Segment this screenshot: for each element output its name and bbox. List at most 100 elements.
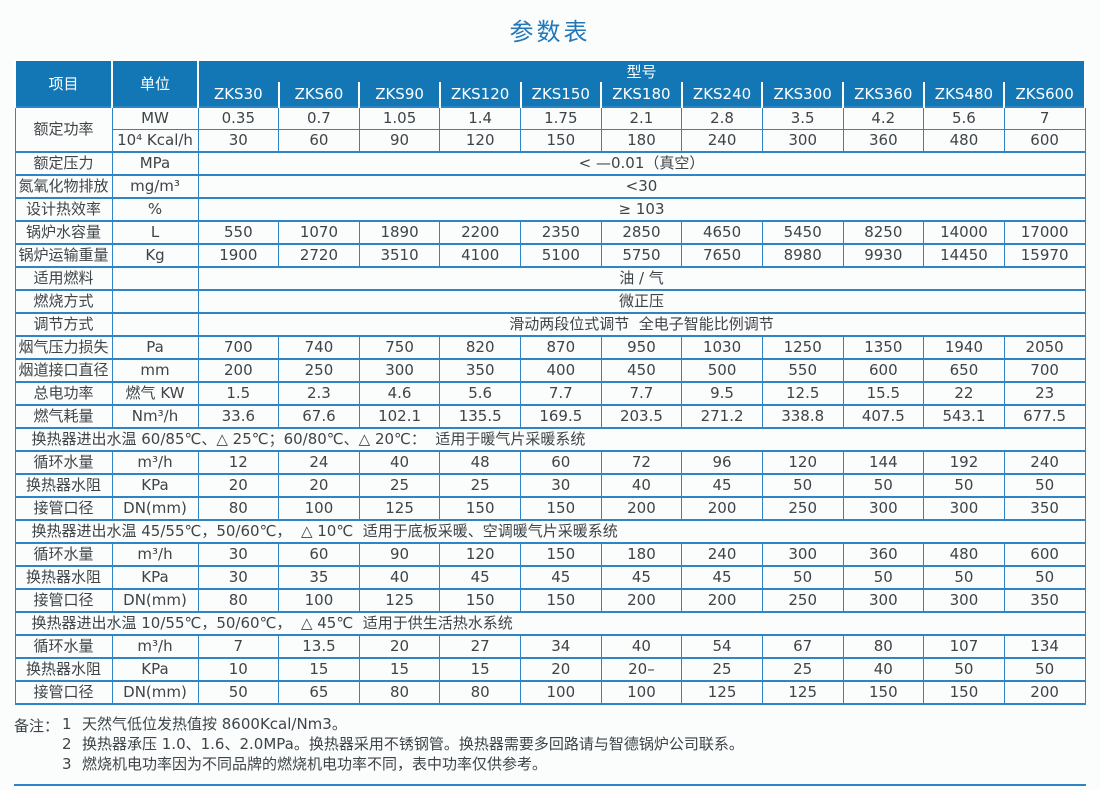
- cell-value: 8980: [761, 243, 844, 268]
- cell-value: 13.5: [278, 634, 360, 659]
- cell-value: 20–: [600, 657, 683, 682]
- cell-value: 350: [1003, 588, 1086, 613]
- row-label: 燃烧方式: [14, 289, 113, 314]
- note-text: 天然气低位发热值按 8600Kcal/Nm3。: [82, 715, 347, 733]
- cell-value: 5750: [600, 243, 683, 268]
- merged-value: < —0.01（真空）: [197, 151, 1086, 176]
- cell-value: 72: [600, 450, 683, 475]
- table-row: 循环水量 m³/h 7 13.5 20 27 34 40 54 67 80 107 134: [14, 634, 1086, 659]
- cell-value: 50: [761, 565, 844, 590]
- cell-value: 2850: [600, 220, 683, 245]
- model-header: ZKS300: [761, 82, 844, 107]
- cell-value: 500: [681, 358, 763, 383]
- note-number: 1: [62, 715, 72, 733]
- cell-value: 125: [358, 496, 441, 521]
- cell-value: 300: [923, 496, 1005, 521]
- cell-value: 350: [439, 358, 521, 383]
- table-row: 循环水量 m³/h 30 60 90 120 150 180 240 300 360 480 600: [14, 542, 1086, 567]
- cell-value: 15: [439, 657, 521, 682]
- cell-value: 34: [520, 634, 602, 659]
- note-number: 3: [62, 755, 72, 773]
- model-header: ZKS180: [600, 82, 683, 107]
- cell-value: 40: [600, 473, 683, 498]
- cell-value: 24: [278, 450, 360, 475]
- cell-value: 120: [439, 129, 521, 153]
- row-label: 氮氧化物排放: [14, 174, 113, 199]
- cell-value: 7: [197, 634, 280, 659]
- cell-value: 3510: [358, 243, 441, 268]
- cell-value: 25: [358, 473, 441, 498]
- cell-value: 7650: [681, 243, 763, 268]
- cell-value: 1.75: [520, 106, 602, 130]
- cell-value: 120: [439, 542, 521, 567]
- merged-value: ≥ 103: [197, 197, 1086, 222]
- row-label: 调节方式: [14, 312, 113, 337]
- cell-value: 60: [520, 450, 602, 475]
- table-row: 额定功率 MW 0.35 0.7 1.05 1.4 1.75 2.1 2.8 3.5 4.2 5.6 7: [14, 106, 1086, 153]
- cell-value: 50: [842, 473, 925, 498]
- cell-value: 50: [1003, 657, 1086, 682]
- row-unit: KPa: [111, 565, 199, 590]
- cell-value: 180: [600, 542, 683, 567]
- cell-value: 4100: [439, 243, 521, 268]
- row-label: 烟气压力损失: [14, 335, 113, 360]
- cell-value: 80: [842, 634, 925, 659]
- cell-value: 360: [842, 542, 925, 567]
- row-unit: MPa: [111, 151, 199, 176]
- cell-value: 25: [439, 473, 521, 498]
- cell-value: 20: [197, 473, 280, 498]
- cell-value: 50: [923, 657, 1005, 682]
- cell-value: 0.35: [197, 106, 280, 130]
- cell-value: 33.6: [197, 404, 280, 429]
- cell-value: 100: [520, 680, 602, 705]
- cell-value: 3.5: [761, 106, 844, 130]
- cell-value: 480: [923, 129, 1005, 153]
- note-item: 3 燃烧机电功率因为不同品牌的燃烧机电功率不同，表中功率仅供参考。: [62, 755, 1086, 774]
- model-header-row: ZKS30 ZKS60 ZKS90 ZKS120 ZKS150 ZKS180 ZKS240 Z…: [15, 82, 1086, 107]
- cell-value: 250: [761, 496, 844, 521]
- cell-value: 100: [278, 588, 360, 613]
- cell-value: 150: [923, 680, 1005, 705]
- cell-value: 2350: [520, 220, 602, 245]
- row-label: 烟道接口直径: [14, 358, 113, 383]
- row-unit: 燃气 KW: [111, 381, 199, 406]
- cell-value: 200: [600, 588, 683, 613]
- cell-value: 200: [197, 358, 280, 383]
- cell-value: 550: [761, 358, 844, 383]
- notes-list: 1 天然气低位发热值按 8600Kcal/Nm3。 2 换热器承压 1.0、1.6、2…: [62, 715, 1086, 774]
- merged-value: <30: [197, 174, 1086, 199]
- cell-value: 5.6: [439, 381, 521, 406]
- cell-value: 25: [761, 657, 844, 682]
- note-text: 换热器承压 1.0、1.6、2.0MPa。换热器采用不锈钢管。换热器需要多回路请…: [82, 735, 744, 753]
- cell-value: 12: [197, 450, 280, 475]
- cell-value: 1250: [761, 335, 844, 360]
- cell-value: 125: [761, 680, 844, 705]
- cell-value: 1890: [358, 220, 441, 245]
- section-header: 换热器进出水温 60/85℃、△ 25℃；60/80℃、△ 20℃： 适用于暖气…: [14, 427, 1086, 452]
- row-unit: 10⁴ Kcal/h: [111, 129, 199, 153]
- cell-value: 65: [278, 680, 360, 705]
- row-unit: [111, 312, 199, 337]
- cell-value: 7: [1003, 106, 1086, 130]
- cell-value: 54: [681, 634, 763, 659]
- row-label: 燃气耗量: [14, 404, 113, 429]
- cell-value: 27: [439, 634, 521, 659]
- cell-value: 100: [278, 496, 360, 521]
- row-label: 接管口径: [14, 680, 113, 705]
- row-label: 适用燃料: [14, 266, 113, 291]
- row-label: 总电功率: [14, 381, 113, 406]
- cell-value: 240: [1003, 450, 1086, 475]
- cell-value: 90: [358, 129, 441, 153]
- cell-value: 0.7: [278, 106, 360, 130]
- cell-value: 96: [681, 450, 763, 475]
- cell-value: 60: [278, 542, 360, 567]
- cell-value: 144: [842, 450, 925, 475]
- cell-value: 80: [197, 588, 280, 613]
- table-row: 换热器水阻 KPa 10 15 15 15 20 20– 25 25 40 50 50: [14, 657, 1086, 682]
- cell-value: 50: [923, 565, 1005, 590]
- cell-value: 700: [1003, 358, 1086, 383]
- row-label: 换热器水阻: [14, 473, 113, 498]
- cell-value: 107: [923, 634, 1005, 659]
- model-header: ZKS600: [1003, 82, 1086, 107]
